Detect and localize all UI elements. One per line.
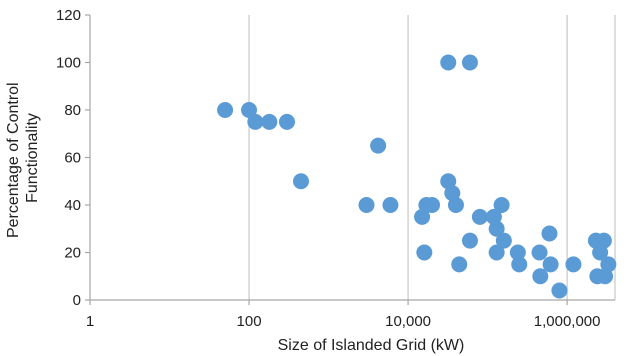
data-point	[461, 54, 478, 71]
y-tick-label: 60	[64, 150, 81, 167]
x-tick-label: 1	[86, 313, 94, 330]
data-point	[542, 256, 559, 273]
y-tick-label: 80	[64, 102, 81, 119]
grid-lines	[248, 15, 616, 300]
data-point	[461, 232, 478, 249]
data-point	[495, 232, 512, 249]
data-point	[447, 197, 464, 213]
y-axis-label: Percentage of Control Functionality	[5, 78, 41, 238]
y-tick-label: 20	[64, 245, 81, 262]
data-point	[358, 197, 375, 213]
data-point	[217, 102, 234, 118]
y-tick-label: 0	[73, 292, 81, 309]
y-axis-label-line-2: Functionality	[24, 113, 41, 203]
data-point	[551, 282, 568, 299]
x-tick-label: 1,000,000	[534, 313, 601, 330]
data-point	[451, 256, 468, 273]
x-axis-label: Size of Islanded Grid (kW)	[278, 337, 465, 354]
data-point	[424, 197, 441, 213]
x-tick-label: 100	[237, 313, 262, 330]
data-point	[595, 232, 612, 249]
y-axis-label-line-1: Percentage of Control	[5, 82, 22, 238]
data-point	[440, 54, 457, 71]
tick-labels: 0 20 40 60 80 100 120 1 100 10,000 1,000,000	[56, 7, 601, 330]
data-point	[471, 208, 488, 225]
data-point	[511, 256, 528, 273]
y-tick-label: 120	[56, 7, 81, 24]
data-point	[600, 256, 617, 273]
y-tick-label: 40	[64, 197, 81, 214]
data-point	[247, 113, 264, 130]
data-point	[493, 197, 510, 213]
data-points	[217, 54, 617, 299]
data-point	[370, 137, 387, 154]
data-point	[382, 197, 399, 213]
data-point	[509, 244, 526, 261]
axes	[85, 14, 615, 305]
data-point	[416, 244, 433, 261]
x-tick-label: 10,000	[385, 313, 431, 330]
data-point	[488, 244, 505, 261]
data-point	[565, 256, 582, 273]
data-point	[261, 113, 278, 130]
data-point	[241, 102, 258, 118]
data-point	[541, 225, 558, 242]
y-tick-label: 100	[56, 55, 81, 72]
data-point	[532, 268, 549, 285]
data-point	[488, 220, 505, 237]
data-point	[292, 173, 309, 190]
data-point	[278, 113, 295, 130]
data-point	[531, 244, 548, 261]
